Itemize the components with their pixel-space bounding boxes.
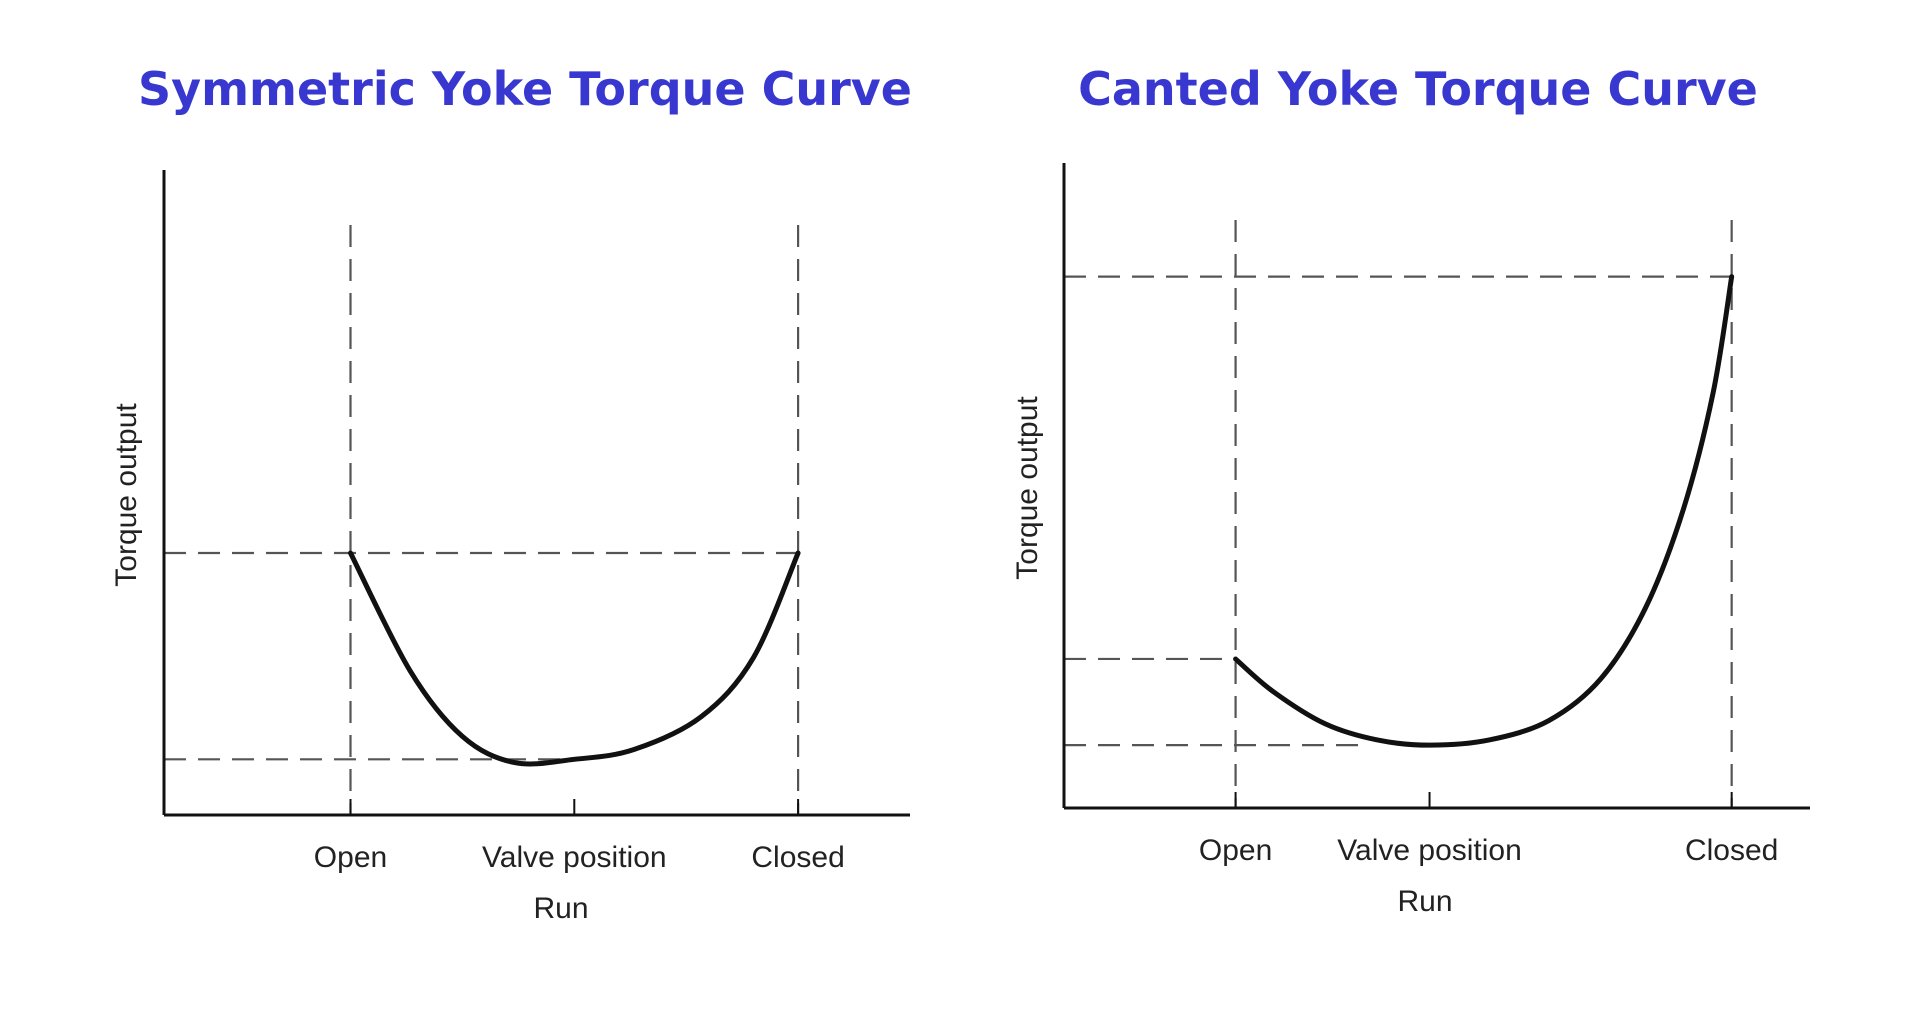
reference-lines (164, 225, 800, 815)
x-tick-label-open: Open (314, 841, 387, 874)
x-tick-label-closed: Closed (751, 841, 844, 874)
x-tick-labels: Open Valve position Closed (1199, 834, 1778, 867)
x-tick-label-valve-position: Valve position (1337, 834, 1522, 867)
x-tick-label-closed: Closed (1685, 834, 1778, 867)
x-tick-labels: Open Valve position Closed (314, 841, 845, 874)
tick-marks (1234, 792, 1733, 808)
tick-marks (349, 799, 800, 815)
x-axis-label: Run (533, 892, 588, 925)
chart-title: Symmetric Yoke Torque Curve (138, 62, 912, 116)
x-axis-label: Run (1397, 885, 1452, 918)
torque-curve (348, 550, 801, 767)
torque-curve (1233, 274, 1735, 748)
symmetric-chart: Symmetric Yoke Torque Curve Torque outpu… (110, 62, 912, 925)
canted-chart: Canted Yoke Torque Curve Torque output O… (1011, 62, 1810, 918)
x-tick-label-valve-position: Valve position (482, 841, 667, 874)
chart-title: Canted Yoke Torque Curve (1078, 62, 1758, 116)
reference-lines (1064, 220, 1733, 808)
y-axis-label: Torque output (110, 403, 143, 587)
y-axis-label: Torque output (1011, 396, 1044, 580)
x-tick-label-open: Open (1199, 834, 1272, 867)
